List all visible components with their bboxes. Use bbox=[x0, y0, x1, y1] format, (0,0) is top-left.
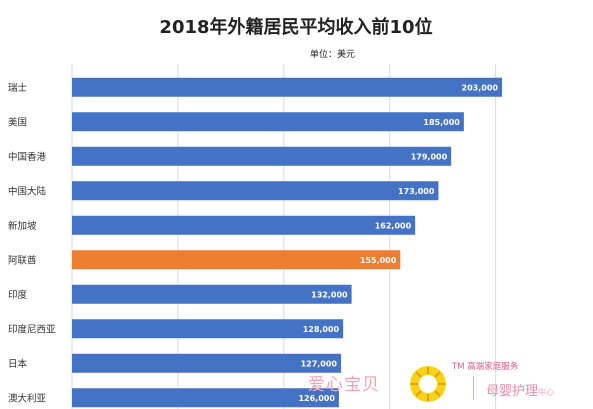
value-label-8: 127,000 bbox=[301, 359, 338, 368]
value-label-2: 179,000 bbox=[411, 152, 448, 161]
bar-0 bbox=[72, 77, 502, 97]
value-label-9: 126,000 bbox=[298, 394, 335, 403]
value-label-1: 185,000 bbox=[423, 118, 460, 127]
category-label-9: 澳大利亚 bbox=[8, 392, 47, 404]
watermark-tm-text: TM 高端家庭服务 bbox=[452, 362, 519, 372]
bar-8 bbox=[72, 353, 342, 373]
watermark-brand-text: 爱心宝贝 bbox=[308, 375, 380, 395]
watermark: 爱心宝贝 TM 高端家庭服务 母婴护理中心 bbox=[300, 348, 590, 408]
category-label-6: 印度 bbox=[8, 289, 28, 301]
watermark-service-main: 母婴护理 bbox=[486, 384, 539, 399]
unit-label: 单位：美元 bbox=[310, 48, 355, 60]
watermark-service-sub: 中心 bbox=[538, 388, 555, 397]
value-label-0: 203,000 bbox=[462, 83, 499, 92]
bar-3 bbox=[72, 181, 439, 201]
category-label-1: 美国 bbox=[8, 116, 27, 128]
value-label-4: 162,000 bbox=[375, 221, 412, 230]
value-label-3: 173,000 bbox=[398, 187, 435, 196]
watermark-service-text: 母婴护理中心 bbox=[486, 380, 554, 399]
value-label-6: 132,000 bbox=[311, 290, 348, 299]
label-layer: 瑞士 203,000 美国 185,000 中国香港 179,000 中国大陆 173,000… bbox=[8, 82, 498, 405]
category-label-3: 中国大陆 bbox=[8, 185, 47, 197]
category-label-2: 中国香港 bbox=[8, 151, 47, 163]
bar-5 bbox=[72, 250, 401, 270]
bar-layer bbox=[72, 77, 502, 408]
category-label-0: 瑞士 bbox=[8, 82, 28, 94]
category-label-4: 新加坡 bbox=[8, 220, 37, 232]
bar-2 bbox=[72, 146, 452, 166]
category-label-5: 阿联酋 bbox=[8, 254, 37, 266]
category-label-8: 日本 bbox=[8, 358, 28, 370]
bar-6 bbox=[72, 284, 352, 304]
watermark-divider bbox=[473, 376, 474, 400]
sunburst-logo-icon bbox=[410, 366, 446, 402]
chart-title: 2018年外籍居民平均收入前10位 bbox=[159, 16, 432, 38]
value-label-5: 155,000 bbox=[360, 256, 397, 265]
bar-9 bbox=[72, 388, 339, 408]
bar-4 bbox=[72, 215, 416, 235]
value-label-7: 128,000 bbox=[303, 325, 340, 334]
category-label-7: 印度尼西亚 bbox=[8, 323, 56, 335]
bar-1 bbox=[72, 112, 464, 132]
bar-7 bbox=[72, 319, 344, 339]
